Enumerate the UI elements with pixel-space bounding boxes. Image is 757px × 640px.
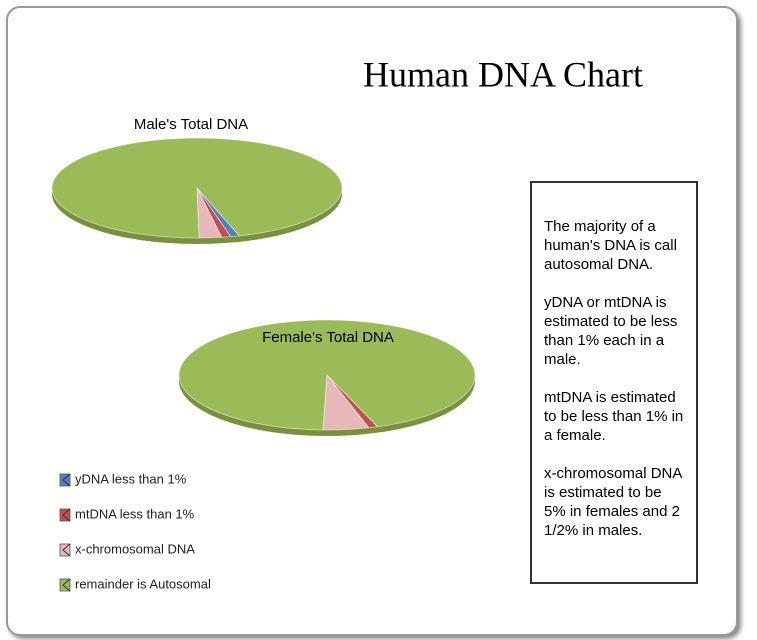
- pie-slice: [51, 137, 343, 239]
- note-box: The majority of a human's DNA is call au…: [530, 181, 698, 584]
- legend-swatch: [59, 508, 71, 522]
- legend-icon: [62, 473, 71, 487]
- legend-icon: [62, 578, 71, 592]
- legend-label: yDNA less than 1%: [75, 471, 187, 486]
- legend-swatch: [59, 578, 71, 592]
- legend-swatch: [59, 473, 71, 487]
- legend-icon: [62, 508, 71, 522]
- legend-label: remainder is Autosomal: [75, 576, 211, 591]
- note-text: The majority of a human's DNA is call au…: [544, 218, 677, 273]
- legend-icon: [62, 543, 71, 557]
- pie-slice: [178, 319, 476, 431]
- note-text: yDNA or mtDNA is estimated to be less th…: [544, 294, 678, 368]
- legend-swatch: [59, 543, 71, 557]
- pie-title: Male's Total DNA: [134, 116, 248, 133]
- legend-label: mtDNA less than 1%: [75, 506, 195, 521]
- note-text: mtDNA is estimated to be less than 1% in…: [544, 389, 684, 444]
- note-text: x-chromosomal DNA is estimated to be 5% …: [544, 465, 682, 539]
- pie-title: Female's Total DNA: [262, 329, 394, 346]
- legend-label: x-chromosomal DNA: [75, 541, 195, 556]
- chart-title: Human DNA Chart: [363, 54, 643, 94]
